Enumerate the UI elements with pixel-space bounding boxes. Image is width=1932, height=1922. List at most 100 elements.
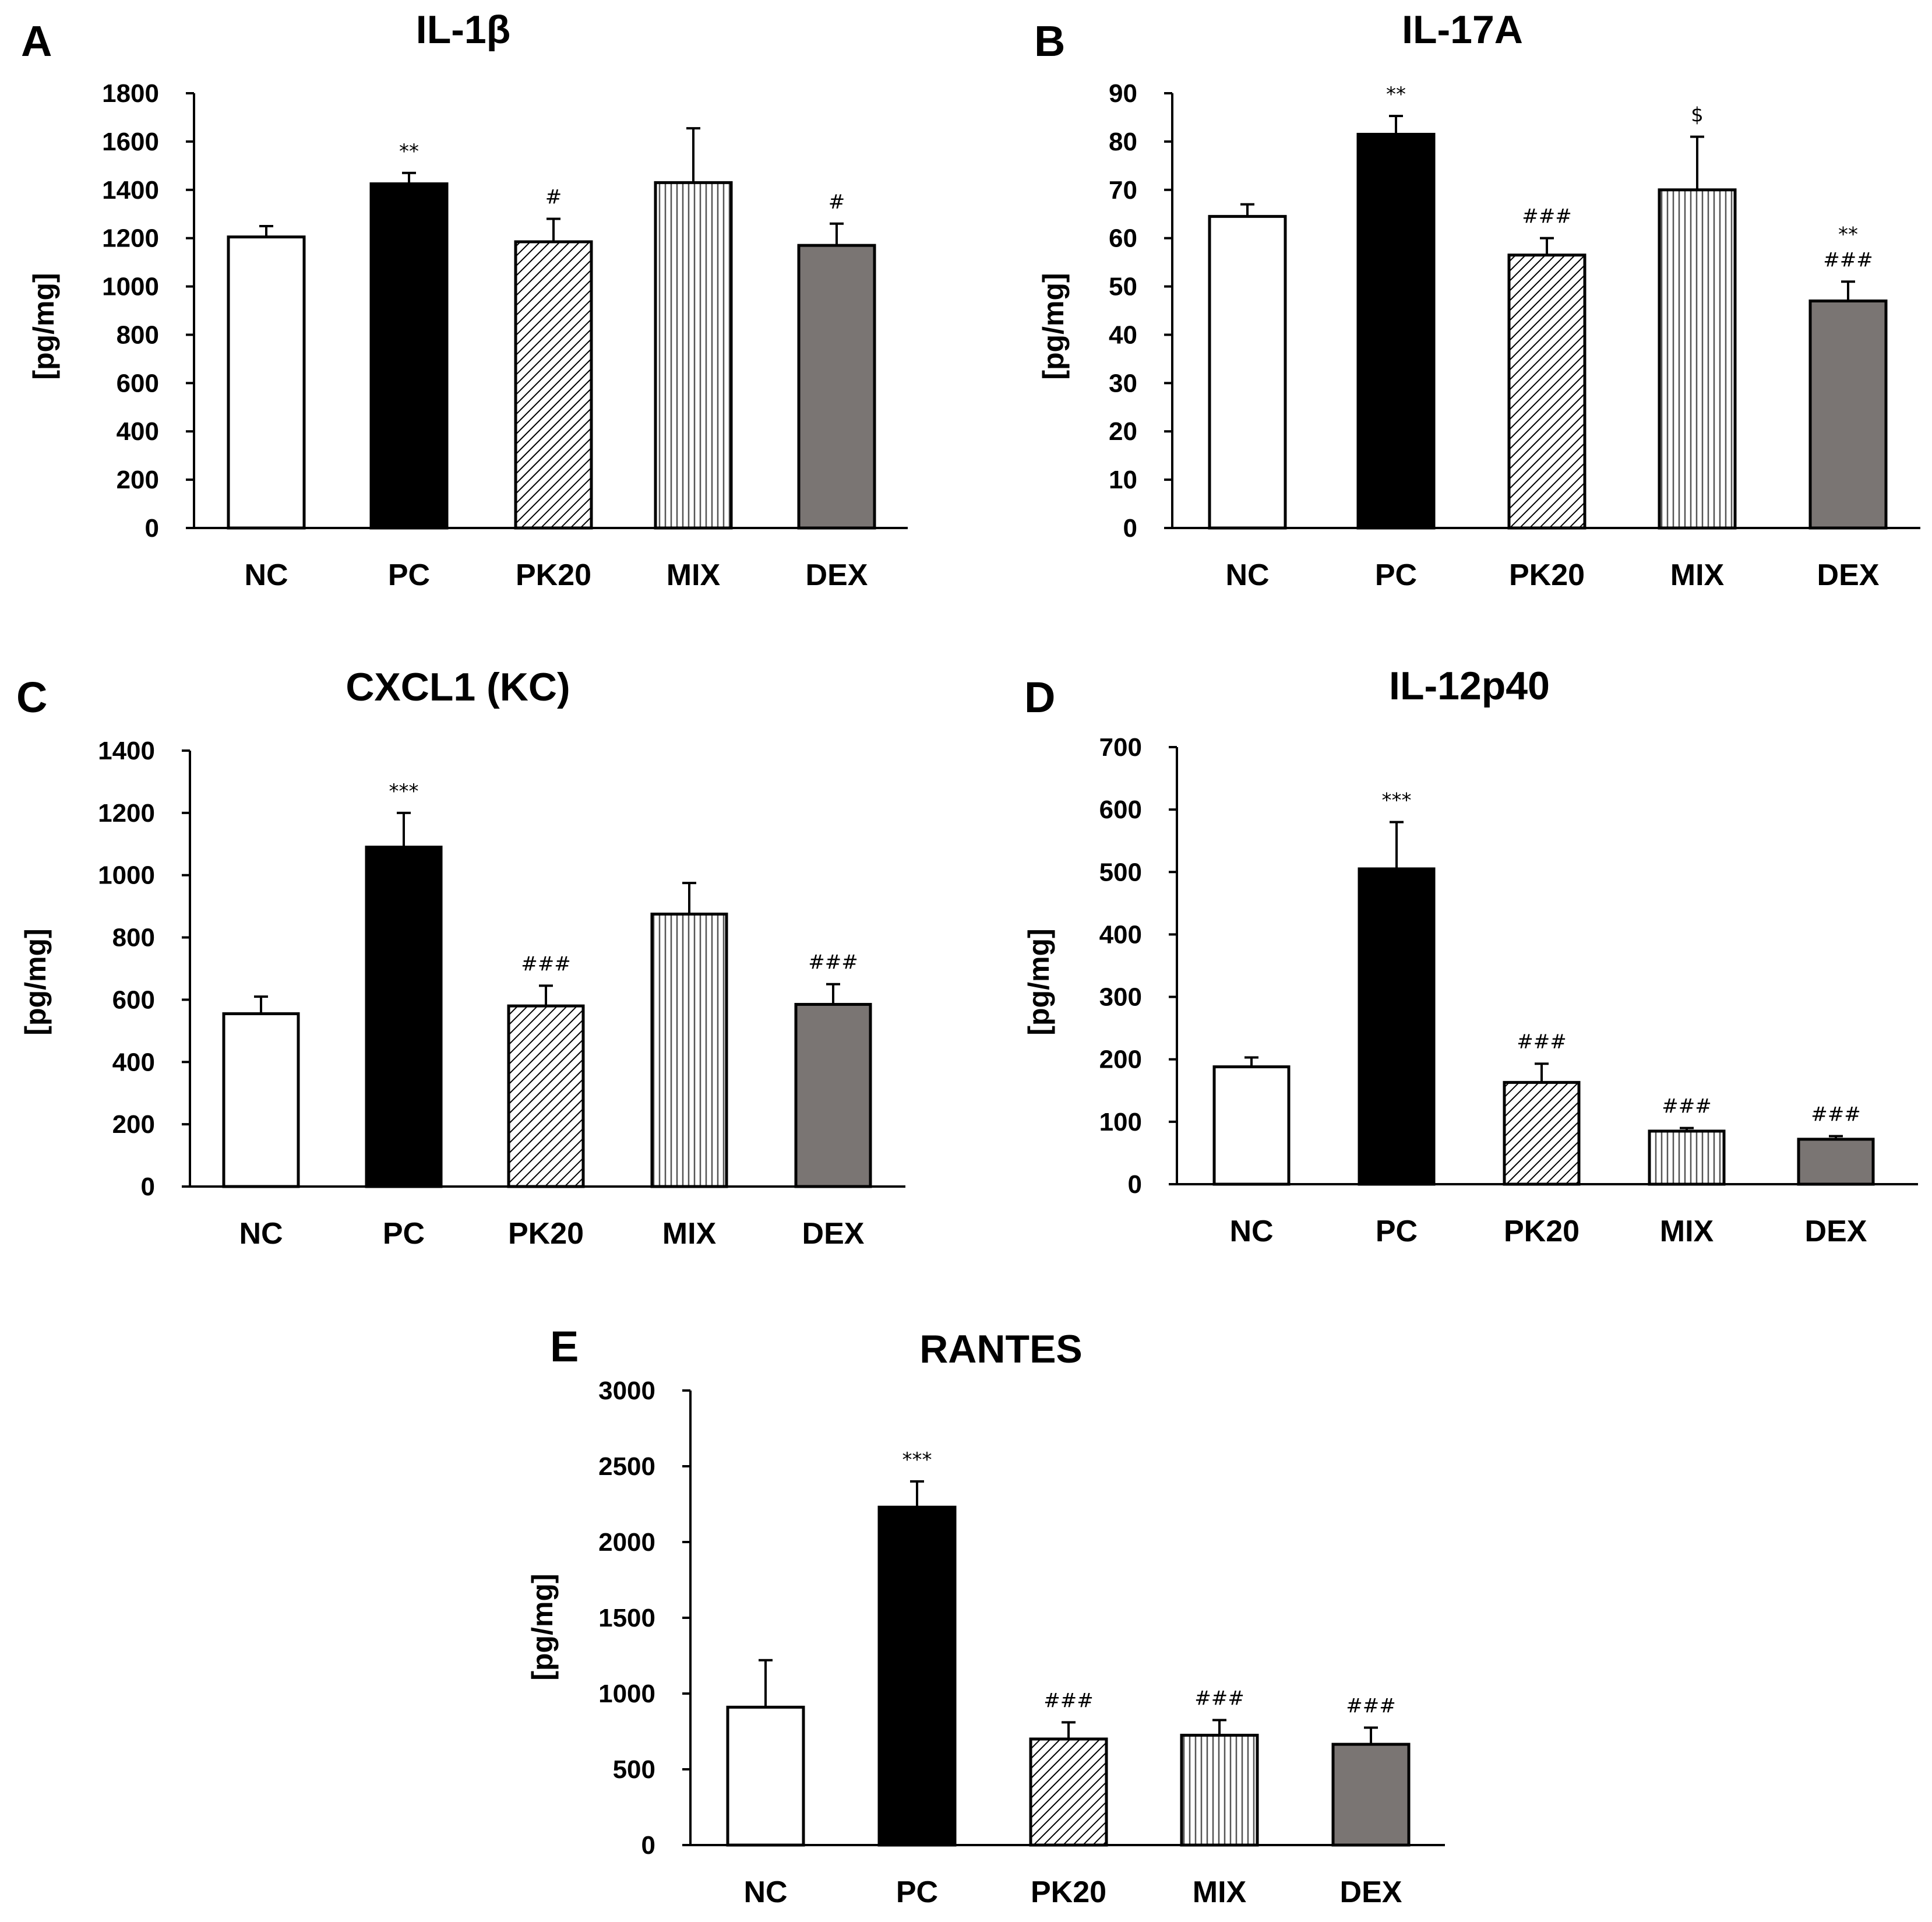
- significance-label: ###: [1522, 205, 1571, 228]
- y-tick-label: 1200: [102, 224, 159, 253]
- panel-c: C CXCL1 (KC) [pg/mg] 0 200 400 600 800 1000 12…: [16, 665, 905, 1251]
- panel-b: B IL-17A [pg/mg] 0 10 20 30 40 50 60 70 80 90 NC **…: [1034, 8, 1920, 592]
- y-tick-label: 80: [1109, 128, 1137, 156]
- y-tick-label: 0: [145, 514, 159, 543]
- y-axis-label-b: [pg/mg]: [1037, 273, 1070, 379]
- y-axis-label-e: [pg/mg]: [526, 1573, 559, 1680]
- y-tick-label: 800: [117, 321, 159, 349]
- y-tick-label: 20: [1109, 417, 1137, 446]
- bar-mix: [650, 913, 728, 1188]
- category-label-dex: DEX: [802, 1217, 865, 1251]
- category-label-nc: NC: [239, 1217, 283, 1251]
- y-tick-label: 400: [1099, 920, 1142, 949]
- significance-label: ***: [389, 780, 419, 803]
- panel-letter-e: E: [550, 1322, 579, 1371]
- category-label-mix: MIX: [1660, 1215, 1714, 1248]
- y-tick-label: 60: [1109, 224, 1137, 253]
- bar-mix: [654, 181, 733, 530]
- significance-label: ###: [1823, 248, 1873, 272]
- category-label-nc: NC: [743, 1875, 787, 1909]
- y-tick-label: 1000: [598, 1680, 655, 1708]
- y-tick-label: 200: [117, 466, 159, 494]
- y-tick-label: 500: [613, 1755, 655, 1784]
- y-axis-label-a: [pg/mg]: [27, 273, 60, 379]
- significance-label: ###: [1043, 1689, 1093, 1712]
- y-tick-label: 800: [112, 924, 155, 952]
- y-tick-label: 1400: [98, 737, 155, 765]
- y-tick-label: 100: [1099, 1108, 1142, 1136]
- category-label-pk20: PK20: [1509, 558, 1585, 592]
- significance-label: ***: [1382, 789, 1412, 812]
- bar-mix: [1180, 1734, 1259, 1847]
- bar-pc: [1358, 867, 1436, 1186]
- significance-label: #: [545, 186, 562, 209]
- y-tick-label: 200: [112, 1110, 155, 1139]
- y-tick-label: 500: [1099, 858, 1142, 886]
- significance-label: ###: [1662, 1095, 1711, 1118]
- y-tick-label: 30: [1109, 369, 1137, 397]
- y-tick-label: 400: [112, 1048, 155, 1076]
- bar-nc: [227, 235, 306, 530]
- category-label-nc: NC: [1229, 1215, 1273, 1248]
- panel-letter-b: B: [1034, 17, 1065, 65]
- significance-label: $: [1691, 104, 1704, 127]
- y-tick-label: 70: [1109, 176, 1137, 205]
- significance-label: ###: [521, 952, 570, 976]
- panel-e: E RANTES [pg/mg] 0 500 1000 1500 2000 2500 300…: [526, 1322, 1445, 1909]
- category-label-pk20: PK20: [1031, 1875, 1106, 1909]
- chart-title-b: IL-17A: [1402, 8, 1523, 52]
- category-label-mix: MIX: [662, 1217, 717, 1251]
- y-tick-label: 1600: [102, 128, 159, 156]
- plot-area-b: 0102030405060708090NC**PC###PK20$MIX**##…: [1109, 79, 1920, 592]
- category-label-nc: NC: [244, 558, 288, 592]
- panel-a: A IL-1β [pg/mg] 0 200 400 600 800 1000 1200 140…: [21, 8, 908, 592]
- bar-pk20: [1503, 1080, 1581, 1186]
- bar-pk20: [1507, 254, 1587, 530]
- panel-letter-d: D: [1024, 673, 1055, 721]
- category-label-mix: MIX: [1670, 558, 1725, 592]
- significance-label: ###: [1811, 1103, 1860, 1127]
- y-axis-label-d: [pg/mg]: [1023, 928, 1055, 1035]
- y-tick-label: 3000: [598, 1377, 655, 1405]
- category-label-mix: MIX: [667, 558, 721, 592]
- category-label-nc: NC: [1225, 558, 1269, 592]
- category-label-mix: MIX: [1193, 1875, 1247, 1909]
- y-tick-label: 600: [117, 369, 159, 397]
- chart-title-d: IL-12p40: [1389, 664, 1550, 708]
- y-tick-label: 600: [112, 985, 155, 1014]
- category-label-pc: PC: [388, 558, 430, 592]
- chart-title-e: RANTES: [919, 1327, 1083, 1371]
- significance-label: **: [1386, 83, 1406, 106]
- category-label-pc: PC: [896, 1875, 938, 1909]
- category-label-dex: DEX: [1805, 1215, 1867, 1248]
- plot-area-d: 0 100 200 300 400 500 600 700 NC *** PC ### PK20 ### M…: [1099, 733, 1918, 1248]
- y-tick-label: 10: [1109, 466, 1137, 494]
- plot-area-a: 0 200 400 600 800 1000 1200 1400 1600 1800 NC ** PC #…: [102, 79, 908, 592]
- y-tick-label: 600: [1099, 795, 1142, 824]
- y-tick-label: 1400: [102, 176, 159, 205]
- panel-d: D IL-12p40 [pg/mg] 0 100 200 300 400 500 600 70…: [1023, 664, 1918, 1248]
- bar-nc: [222, 1012, 300, 1188]
- y-tick-label: 700: [1099, 733, 1142, 762]
- bar-mix: [1658, 188, 1737, 530]
- y-tick-label: 40: [1109, 321, 1137, 349]
- significance-label: #: [828, 191, 845, 214]
- plot-area-e: 0 500 1000 1500 2000 2500 3000 NC *** PC ### PK20 ##…: [598, 1377, 1445, 1909]
- bar-pk20: [507, 1004, 585, 1188]
- significance-label: ###: [1194, 1687, 1244, 1710]
- bar-nc: [1212, 1065, 1291, 1186]
- y-tick-label: 2500: [598, 1452, 655, 1481]
- bar-pc: [1356, 132, 1436, 530]
- y-tick-label: 0: [1123, 514, 1137, 543]
- bar-dex: [1808, 299, 1888, 530]
- significance-label: ###: [1346, 1695, 1395, 1718]
- y-tick-label: 0: [141, 1173, 155, 1201]
- bar-pc: [365, 846, 443, 1188]
- plot-area-c: 0 200 400 600 800 1000 1200 1400 NC *** PC ### PK20 M…: [98, 737, 905, 1251]
- bar-pk20: [514, 240, 593, 530]
- category-label-pk20: PK20: [516, 558, 591, 592]
- chart-title-a: IL-1β: [416, 8, 510, 52]
- category-label-pc: PC: [1375, 558, 1417, 592]
- significance-label: **: [399, 140, 419, 163]
